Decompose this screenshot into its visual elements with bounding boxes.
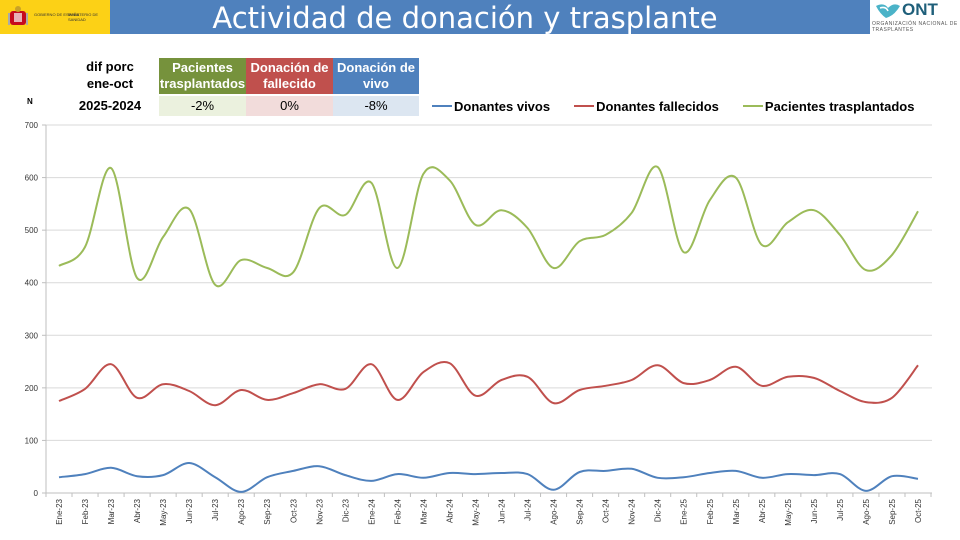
y-tick-label: 200 — [25, 384, 39, 393]
legend-label: Pacientes trasplantados — [764, 98, 915, 114]
x-tick-label: Feb-23 — [81, 498, 90, 524]
summary-value-deceased-donation: 0% — [246, 96, 333, 116]
x-tick-label: Mar-24 — [419, 498, 428, 524]
series-line-donantes-fallecidos — [58, 361, 919, 407]
x-tick-label: May-23 — [159, 498, 168, 525]
axes — [42, 124, 932, 497]
x-tick-label: Sep-25 — [888, 498, 897, 524]
x-tick-label: May-25 — [784, 498, 793, 525]
y-tick-label: 0 — [34, 489, 39, 498]
gov-logo-text-1: Gobierno de España — [34, 12, 80, 17]
legend-swatch-red — [574, 105, 595, 107]
legend-swatch-green — [742, 105, 763, 107]
page-title: Actividad de donación y trasplante — [212, 1, 718, 35]
summary-header-deceased-donation: Donación de fallecido — [246, 58, 333, 94]
legend-label: Donantes fallecidos — [596, 98, 719, 114]
x-tick-label: Jun-24 — [498, 498, 507, 523]
x-tick-label: Ene-24 — [367, 498, 376, 524]
x-tick-label: Ago-23 — [237, 498, 246, 524]
x-tick-label: Abr-25 — [758, 498, 767, 523]
ont-bird-icon — [876, 4, 900, 18]
summary-label-line2: ene-oct — [86, 76, 134, 91]
x-tick-label: Abr-23 — [133, 498, 142, 523]
summary-value-living-donation: -8% — [333, 96, 419, 116]
x-tick-label: Jul-24 — [524, 498, 533, 520]
gridlines — [46, 124, 932, 441]
gov-logo-text-2: Ministerio de Sanidad — [68, 12, 99, 22]
x-tick-label: Jul-23 — [211, 498, 220, 520]
x-tick-label: Jun-25 — [810, 498, 819, 523]
y-tick-label: 400 — [25, 279, 39, 288]
x-tick-label: Ene-25 — [680, 498, 689, 524]
y-axis-label: N — [27, 97, 33, 106]
x-tick-label: Nov-23 — [315, 498, 324, 524]
x-tick-label: Sep-24 — [576, 498, 585, 524]
x-tick-label: Nov-24 — [628, 498, 637, 524]
summary-header-transplanted: Pacientes trasplantados — [159, 58, 246, 94]
government-logo: Gobierno de España Ministerio de Sanidad — [0, 0, 110, 34]
coat-of-arms-icon — [8, 6, 28, 25]
summary-value-transplanted: -2% — [159, 96, 246, 116]
ont-logo-subtitle: Organización Nacional de Trasplantes — [872, 21, 958, 33]
legend-label: Donantes vivos — [454, 98, 551, 114]
legend-item-transplanted-patients: Pacientes trasplantados — [742, 98, 915, 114]
ont-logo: ONT Organización Nacional de Trasplantes — [870, 0, 960, 34]
x-tick-labels: Ene-23 Feb-23 Mar-23 Abr-23 May-23 Jun-23 Jul-… — [55, 498, 923, 525]
y-tick-label: 300 — [25, 331, 39, 340]
ont-logo-word: ONT — [902, 0, 938, 19]
summary-header-living-donation: Donación de vivo — [333, 58, 419, 94]
chart-legend: Donantes vivos Donantes fallecidos Pacie… — [432, 96, 938, 116]
x-tick-label: Oct-24 — [602, 498, 611, 523]
x-tick-label: Jun-23 — [185, 498, 194, 523]
y-tick-label: 100 — [25, 436, 39, 445]
x-tick-label: Oct-23 — [289, 498, 298, 523]
series-donantes-fallecidos — [58, 361, 919, 407]
series-lines — [58, 165, 919, 493]
summary-period: 2025-2024 — [78, 98, 142, 113]
x-tick-label: May-24 — [471, 498, 480, 525]
x-tick-label: Mar-25 — [732, 498, 741, 524]
series-donantes-vivos — [58, 461, 919, 493]
x-tick-label: Ago-24 — [550, 498, 559, 524]
x-tick-label: Mar-23 — [107, 498, 116, 524]
header-bar — [0, 0, 960, 34]
x-tick-label: Sep-23 — [263, 498, 272, 524]
x-tick-label: Jul-25 — [836, 498, 845, 520]
y-tick-labels: 0 100 200 300 400 500 600 700 — [25, 121, 39, 498]
series-pacientes-trasplantados — [58, 165, 919, 288]
legend-swatch-blue — [432, 105, 452, 107]
x-tick-label: Ago-25 — [862, 498, 871, 524]
x-tick-label: Dic-23 — [341, 498, 350, 522]
x-tick-label: Feb-24 — [393, 498, 402, 524]
x-tick-label: Dic-24 — [654, 498, 663, 522]
legend-item-living-donors: Donantes vivos — [432, 99, 550, 114]
x-tick-label: Ene-23 — [55, 498, 64, 524]
x-tick-label: Oct-25 — [914, 498, 923, 523]
legend-item-deceased-donors: Donantes fallecidos — [574, 99, 719, 114]
x-tick-label: Abr-24 — [445, 498, 454, 523]
y-tick-label: 500 — [25, 226, 39, 235]
series-line-pacientes-trasplantados — [58, 165, 919, 288]
y-tick-label: 700 — [25, 121, 39, 130]
summary-label-line1: dif porc — [86, 59, 134, 74]
summary-row-label: dif porc ene-oct — [60, 58, 160, 92]
x-tick-label: Feb-25 — [706, 498, 715, 524]
y-tick-label: 600 — [25, 174, 39, 183]
series-line-donantes-vivos — [58, 461, 919, 493]
